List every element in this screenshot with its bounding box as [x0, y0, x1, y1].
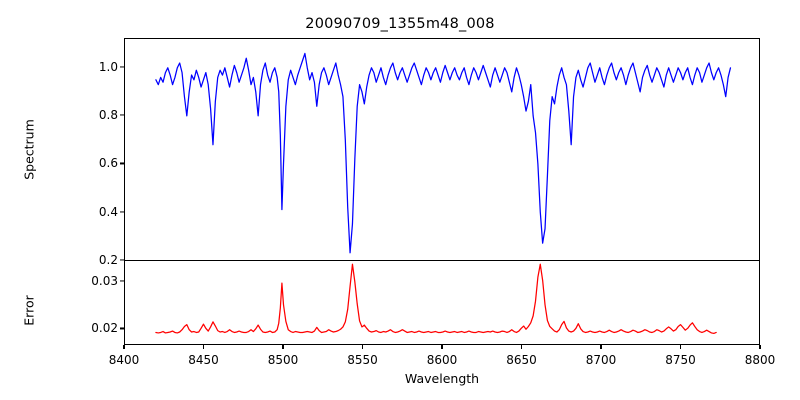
x-tick-mark: [202, 345, 205, 349]
x-axis-label: Wavelength: [404, 371, 480, 386]
spectrum-y-axis-ticks: 0.2 0.4 0.6 0.8 1.0: [70, 0, 124, 400]
spectrum-y-tick-label: 0.4: [98, 204, 118, 219]
x-tick-mark: [361, 345, 364, 349]
x-tick-mark: [759, 345, 761, 349]
x-tick-mark: [600, 345, 602, 349]
spectrum-panel: [124, 38, 760, 260]
page-title: 20090709_1355m48_008: [305, 16, 495, 32]
spectrum-y-axis-label: Spectrum: [21, 119, 37, 180]
error-y-tick-label: 0.03: [91, 274, 118, 289]
x-axis-ticks: 8400 8450 8500 8550 8600 8650 8700 8750 8800: [109, 345, 775, 371]
spectrum-y-tick-mark: [120, 162, 124, 165]
x-tick-label: 8400: [108, 353, 140, 367]
spectrum-plot-area: [125, 39, 759, 260]
x-tick-label: 8550: [347, 353, 378, 367]
error-line: [125, 261, 759, 344]
spectrum-y-tick-mark: [120, 211, 124, 213]
error-panel: [124, 260, 760, 345]
x-tick-label: 8700: [585, 353, 617, 367]
x-tick-label: 8600: [426, 353, 458, 367]
error-plot-area: [125, 261, 759, 344]
x-tick-label: 8450: [188, 353, 219, 367]
spectrum-y-tick-label: 0.8: [98, 108, 118, 123]
x-tick-mark: [282, 345, 284, 349]
error-y-tick-label: 0.02: [91, 321, 118, 336]
spectrum-line: [125, 39, 759, 260]
spectrum-y-tick-mark: [120, 66, 124, 68]
x-tick-mark: [679, 345, 682, 349]
error-y-tick-mark: [120, 327, 124, 330]
x-tick-mark: [123, 345, 125, 349]
x-tick-label: 8650: [506, 353, 537, 367]
spectrum-y-tick-label: 1.0: [98, 59, 118, 74]
spectrum-y-tick-mark: [120, 259, 124, 261]
x-tick-label: 8500: [267, 353, 299, 367]
error-y-axis-label: Error: [21, 295, 37, 326]
spectrum-y-tick-label: 0.2: [98, 253, 118, 267]
x-tick-label: 8750: [665, 353, 696, 367]
spectrum-y-tick-label: 0.6: [98, 156, 118, 171]
x-tick-mark: [520, 345, 523, 349]
x-tick-mark: [441, 345, 443, 349]
spectrum-y-tick-mark: [120, 114, 124, 116]
error-y-axis-ticks: 0.02 0.03: [70, 0, 124, 400]
error-y-tick-mark: [120, 280, 124, 282]
x-tick-label: 8800: [744, 353, 776, 367]
